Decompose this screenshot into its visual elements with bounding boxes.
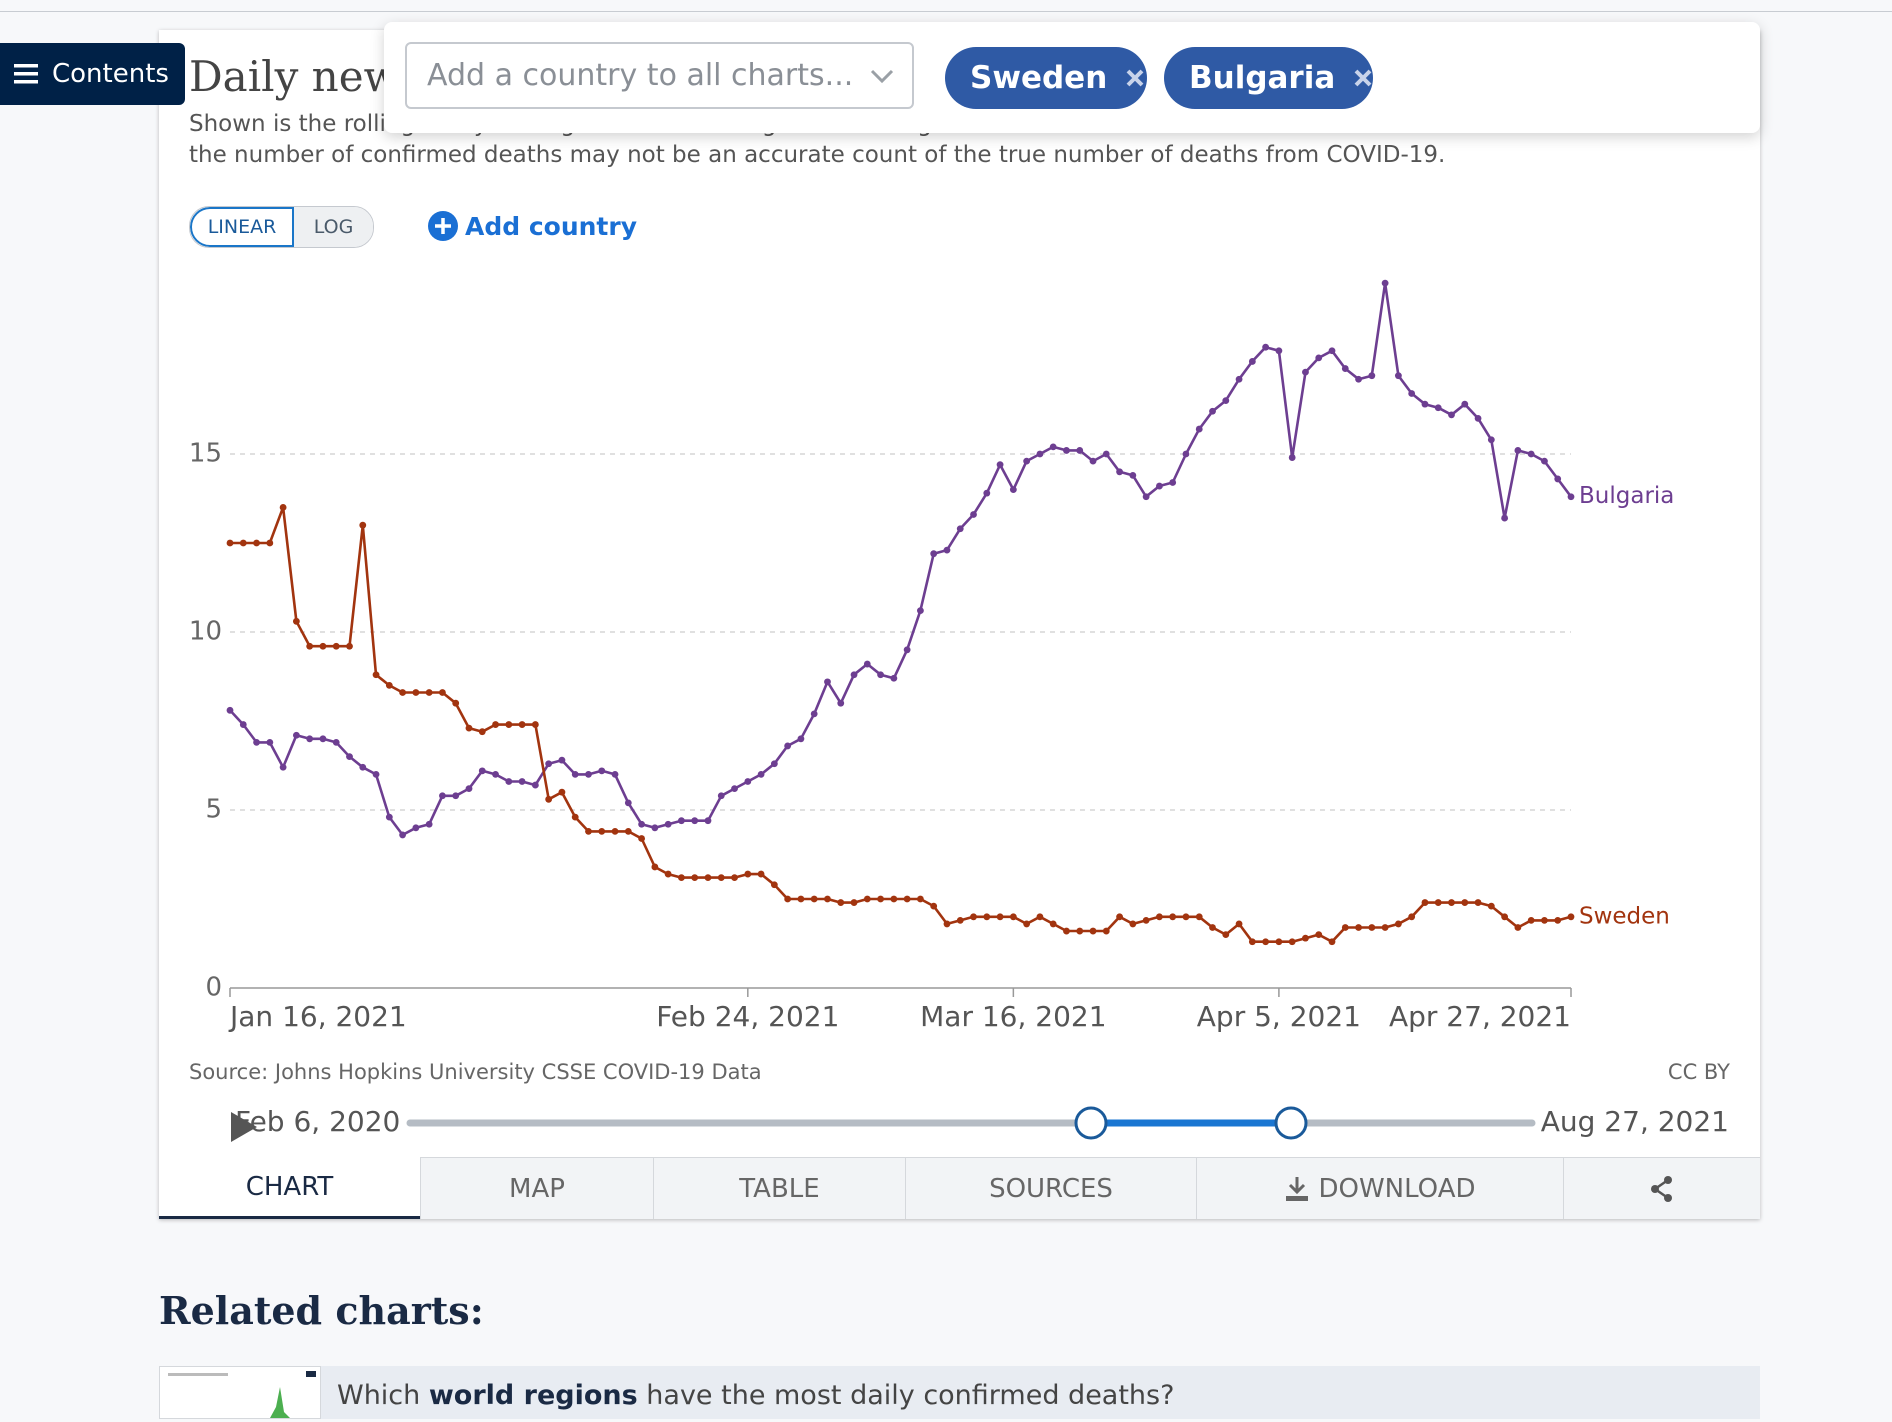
thumbnail-graphic: [168, 1371, 316, 1418]
tab[interactable]: TABLE: [653, 1157, 905, 1219]
related-text-part: have the most daily confirmed deaths?: [637, 1380, 1175, 1411]
timeline-end: Aug 27, 2021: [1540, 1105, 1729, 1138]
tab[interactable]: CHART: [159, 1157, 420, 1219]
add-country-button[interactable]: Add country: [427, 206, 637, 246]
license: CC BY: [1667, 1060, 1730, 1084]
related-heading: Related charts:: [159, 1288, 484, 1333]
related-chart-link[interactable]: Which world regions have the most daily …: [159, 1366, 1760, 1419]
tab-label: DOWNLOAD: [1318, 1173, 1476, 1204]
plus-icon: [428, 211, 458, 241]
chip-label: Bulgaria: [1189, 60, 1336, 96]
related-text-bold: world regions: [428, 1380, 638, 1411]
contents-button[interactable]: Contents: [0, 43, 185, 105]
linear-button[interactable]: LINEAR: [190, 207, 294, 247]
chart-card: [159, 30, 1760, 1219]
timeline-start: Feb 6, 2020: [235, 1105, 401, 1138]
share-tab[interactable]: [1563, 1157, 1760, 1219]
tab[interactable]: DOWNLOAD: [1196, 1157, 1563, 1219]
contents-label: Contents: [52, 59, 169, 89]
add-country-label: Add country: [465, 211, 638, 241]
dropdown-arrow: [870, 69, 894, 84]
select-placeholder: Add a country to all charts...: [427, 58, 854, 93]
country-chip[interactable]: Sweden: [945, 47, 1147, 109]
chip-remove[interactable]: [1125, 68, 1145, 88]
tab-bar: CHART MAP TABLE SOURCES DOWNLOAD: [159, 1157, 1760, 1219]
share-icon: [1651, 1175, 1672, 1202]
scale-toggle: LINEAR LOG: [189, 206, 374, 248]
source-note: Source: Johns Hopkins University CSSE CO…: [189, 1060, 762, 1084]
tab[interactable]: MAP: [420, 1157, 653, 1219]
related-thumbnail: [159, 1366, 321, 1419]
chip-label: Sweden: [970, 60, 1108, 96]
tab[interactable]: SOURCES: [905, 1157, 1196, 1219]
log-button[interactable]: LOG: [294, 207, 373, 247]
download-icon: [1286, 1176, 1309, 1201]
country-picker-bar: Add a country to all charts... Sweden Bu…: [384, 22, 1760, 133]
chip-remove[interactable]: [1353, 68, 1373, 88]
menu-icon: [14, 64, 38, 84]
country-chip[interactable]: Bulgaria: [1164, 47, 1373, 109]
country-select[interactable]: Add a country to all charts...: [405, 42, 914, 109]
top-border: [0, 11, 1892, 12]
related-text: Which world regions have the most daily …: [337, 1380, 1174, 1411]
related-text-part: Which: [337, 1380, 429, 1411]
